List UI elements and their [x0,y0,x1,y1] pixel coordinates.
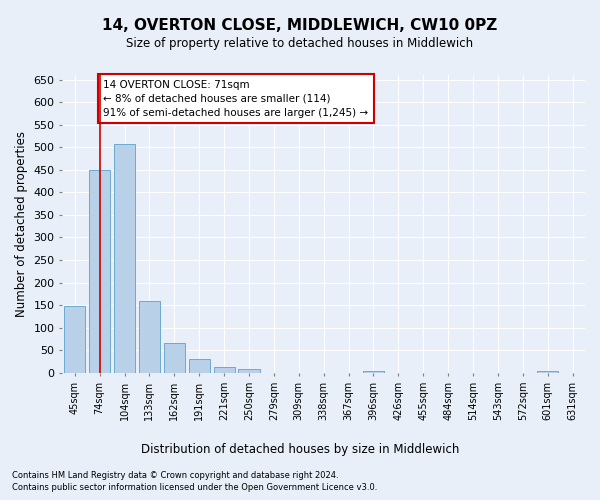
Text: 14 OVERTON CLOSE: 71sqm
← 8% of detached houses are smaller (114)
91% of semi-de: 14 OVERTON CLOSE: 71sqm ← 8% of detached… [103,80,368,118]
Text: Size of property relative to detached houses in Middlewich: Size of property relative to detached ho… [127,38,473,51]
Text: Contains public sector information licensed under the Open Government Licence v3: Contains public sector information licen… [12,484,377,492]
Bar [89,170,110,373]
Bar [537,370,558,373]
Text: Distribution of detached houses by size in Middlewich: Distribution of detached houses by size … [141,442,459,456]
Bar [214,366,235,373]
Bar [164,343,185,373]
Bar [64,306,85,373]
Bar [139,301,160,373]
Bar [363,370,384,373]
Text: 14, OVERTON CLOSE, MIDDLEWICH, CW10 0PZ: 14, OVERTON CLOSE, MIDDLEWICH, CW10 0PZ [103,18,497,32]
Y-axis label: Number of detached properties: Number of detached properties [15,131,28,317]
Bar [188,360,210,373]
Text: Contains HM Land Registry data © Crown copyright and database right 2024.: Contains HM Land Registry data © Crown c… [12,471,338,480]
Bar [238,370,260,373]
Bar [114,144,135,373]
